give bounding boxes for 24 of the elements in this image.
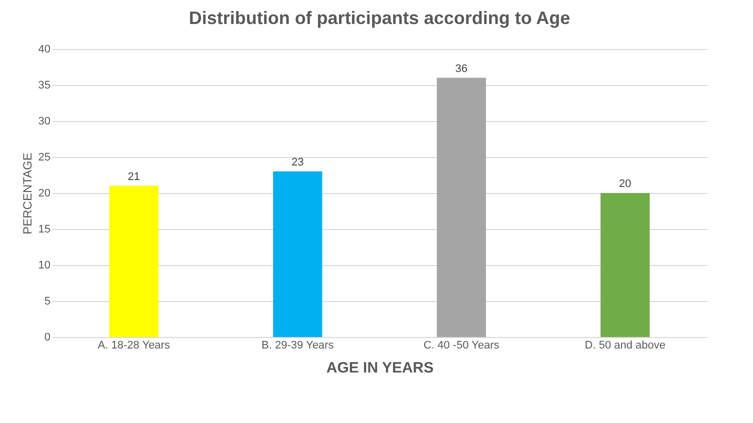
bar [109, 186, 158, 337]
x-axis-title: AGE IN YEARS [326, 360, 434, 376]
x-tick-label: D. 50 and above [584, 340, 666, 352]
bar [436, 78, 486, 337]
y-tick-label: 25 [38, 152, 50, 164]
data-label: 20 [619, 178, 632, 190]
bar [273, 171, 322, 337]
data-label: 36 [455, 62, 468, 75]
y-tick-label: 0 [44, 332, 50, 344]
bar [600, 193, 650, 337]
y-tick-label: 20 [38, 188, 50, 200]
y-tick-label: 15 [38, 224, 50, 236]
y-tick-label: 40 [38, 44, 50, 56]
y-tick-label: 30 [38, 116, 50, 128]
x-tick-label: A. 18-28 Years [98, 340, 170, 352]
y-tick-label: 5 [44, 296, 50, 308]
data-label: 23 [292, 156, 304, 168]
y-tick-label: 35 [38, 80, 50, 92]
data-label: 21 [128, 170, 140, 183]
y-axis-title: PERCENTAGE [20, 152, 34, 234]
x-tick-label: B. 29-39 Years [262, 340, 334, 352]
x-tick-label: C. 40 -50 Years [423, 340, 500, 352]
chart-title: Distribution of participants according to Age [188, 8, 570, 28]
y-tick-label: 10 [38, 260, 50, 272]
